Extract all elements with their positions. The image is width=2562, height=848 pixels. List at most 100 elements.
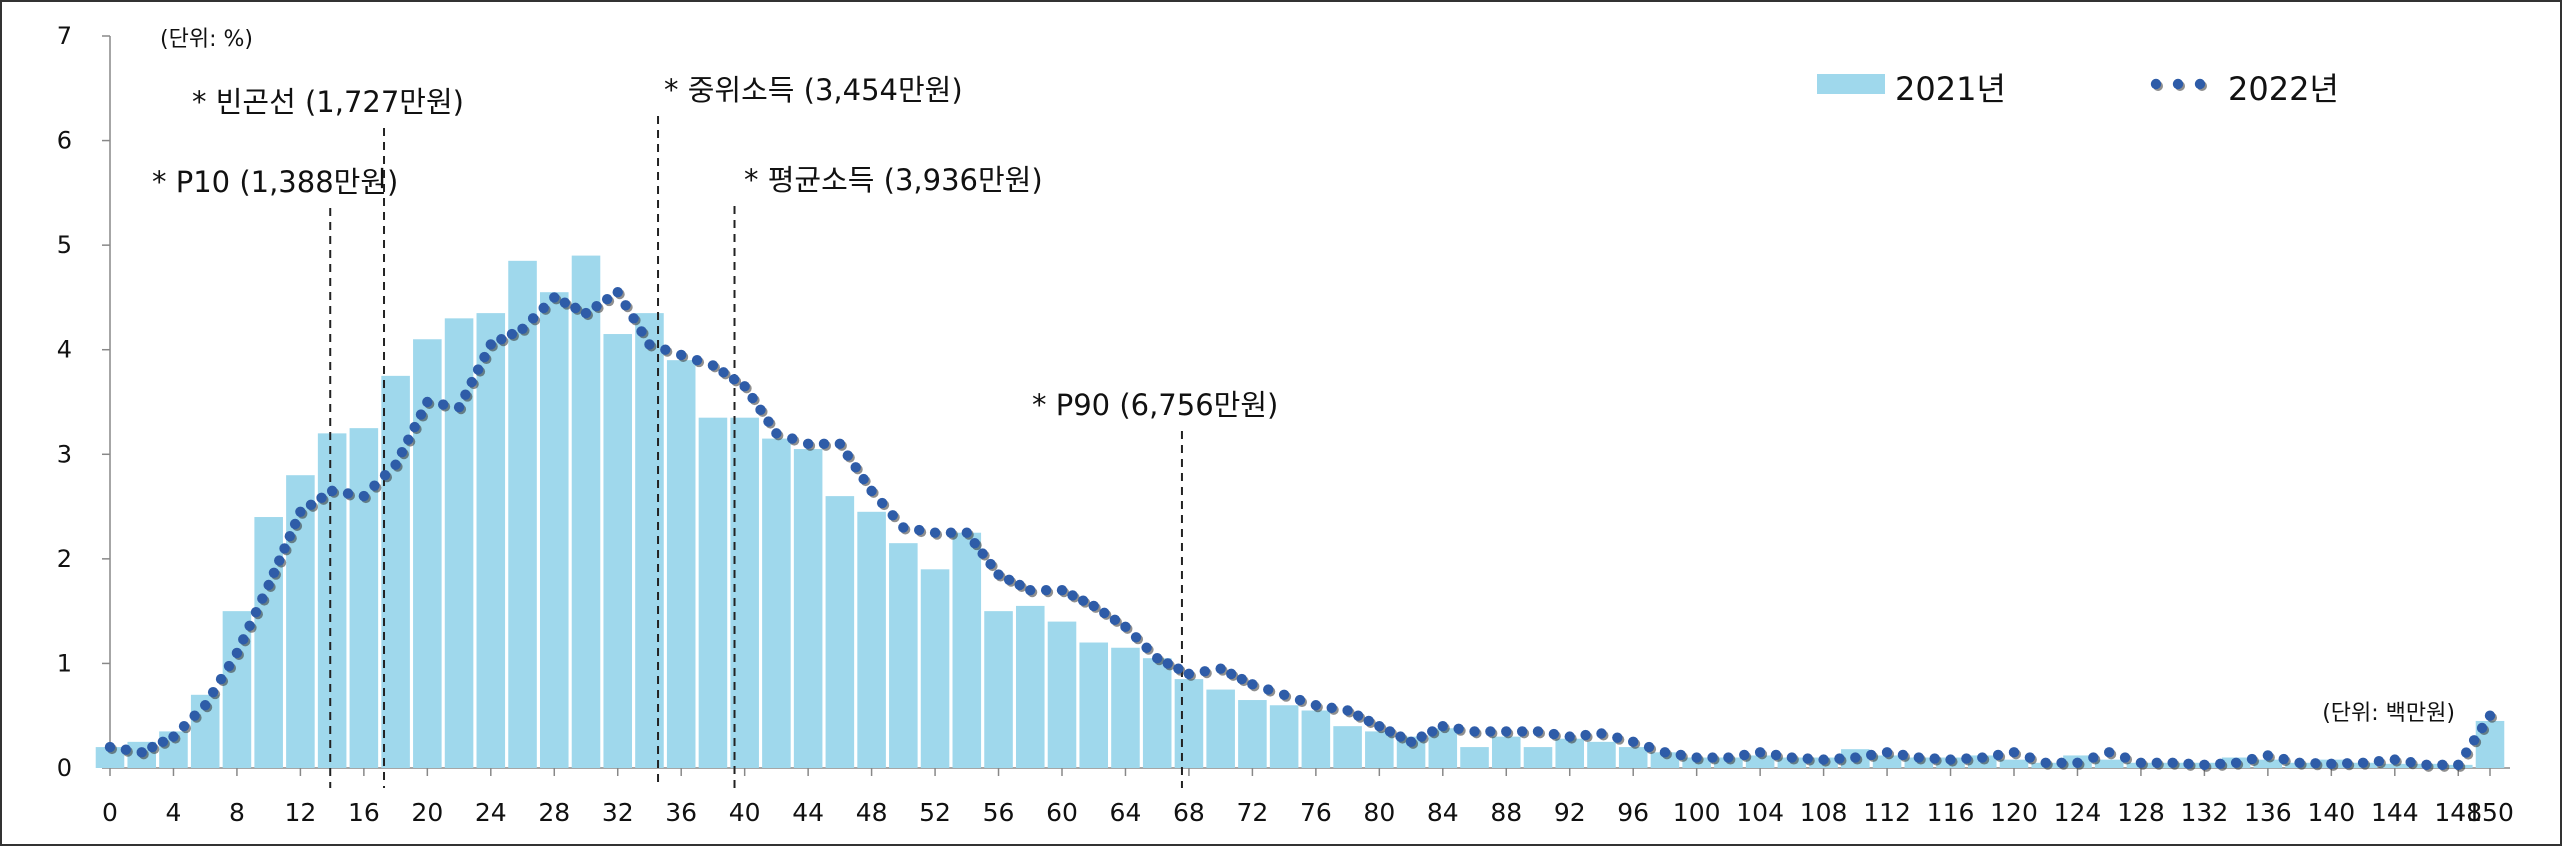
- line-2022-dot: [207, 686, 219, 698]
- line-2022-dot: [1067, 590, 1078, 601]
- line-2022-dot: [2484, 710, 2496, 721]
- bar-2021: [1142, 658, 1172, 768]
- line-2022-dot: [453, 402, 465, 413]
- line-2022-dot: [866, 485, 877, 497]
- labels: (단위: %) (단위: 백만원): [160, 27, 2455, 726]
- y-tick-label: 3: [57, 440, 72, 468]
- x-tick-label: 64: [1110, 798, 1142, 827]
- x-tick-label: 108: [1800, 798, 1848, 827]
- legend-label-2021: 2021년: [1895, 70, 2006, 108]
- line-2022-dot: [2199, 759, 2210, 771]
- line-2022-dot: [263, 579, 274, 591]
- bar-2021: [1079, 642, 1109, 768]
- line-2022-dot: [1130, 632, 1142, 643]
- line-2022-dot: [438, 399, 449, 410]
- line-2022-dot: [1437, 720, 1449, 732]
- x-tick-label: 68: [1173, 798, 1205, 827]
- line-2022-dot: [787, 433, 798, 444]
- line-2022-dot: [284, 531, 296, 542]
- x-tick-label: 112: [1863, 798, 1911, 827]
- line-2022-dot: [2326, 758, 2337, 770]
- line-2022-dot: [358, 490, 370, 502]
- line-2022-dot: [818, 438, 830, 450]
- line-2022-dot: [1099, 607, 1110, 619]
- line-2022-dot: [945, 527, 957, 538]
- line-2022-dot: [2056, 757, 2067, 768]
- line-2022-dot: [1109, 614, 1121, 626]
- bar-2021: [254, 517, 283, 768]
- bar-2021: [95, 747, 125, 768]
- line-2022-dot: [676, 349, 687, 361]
- x-tick-label: 12: [284, 798, 316, 827]
- line-2022-dot: [136, 747, 147, 758]
- line-2022-dot: [2294, 757, 2305, 768]
- line-2022-dot: [929, 527, 941, 538]
- bar-2021: [286, 475, 315, 768]
- line-2022-dot: [316, 492, 327, 504]
- line-2022-dot: [1770, 749, 1782, 761]
- line-2022-dot: [898, 522, 909, 533]
- line-2022-dot: [1786, 752, 1798, 763]
- line-2022-dot: [628, 313, 639, 324]
- line-2022-dot: [1247, 679, 1258, 690]
- bar-2021: [1238, 700, 1267, 768]
- line-2022-dot: [1374, 720, 1385, 732]
- line-2022-dot: [1183, 668, 1195, 680]
- line-2022-dot: [1416, 731, 1427, 742]
- line-2022-dot: [1025, 585, 1036, 596]
- line-2022-dot: [1834, 753, 1845, 764]
- x-tick-label: 16: [348, 798, 380, 827]
- line-2022-dot: [1236, 673, 1248, 685]
- reference-label: * 중위소득 (3,454만원): [664, 73, 963, 107]
- bar-2021: [1745, 755, 1775, 768]
- x-tick-label: 88: [1490, 798, 1522, 827]
- x-unit-label: (단위: 백만원): [2322, 701, 2455, 726]
- line-2022-dot: [223, 660, 235, 672]
- line-2022-dot: [147, 741, 158, 753]
- line-2022-dot: [274, 555, 285, 566]
- line-2022-dot: [1088, 600, 1099, 612]
- y-tick-label: 6: [57, 127, 72, 155]
- line-2022-dot: [1326, 702, 1337, 714]
- line-2022-dot: [1992, 749, 2004, 761]
- line-2022-dot: [1548, 728, 1560, 740]
- bar-2021: [603, 334, 633, 768]
- line-2022-dot: [2357, 757, 2369, 768]
- y-tick-label: 5: [57, 231, 72, 259]
- line-2022-dot: [834, 438, 846, 450]
- line-2022-dot: [2230, 757, 2242, 768]
- line-2022-dot: [2476, 722, 2488, 734]
- line-2022-dot: [1659, 747, 1671, 758]
- line-2022-dot: [2373, 756, 2385, 767]
- line-2022-dot: [1003, 574, 1015, 585]
- line-2022-dot: [660, 344, 671, 355]
- line-2022-dot: [2262, 750, 2274, 761]
- line-2022-dot: [2008, 747, 2020, 758]
- x-tick-label: 116: [1927, 798, 1975, 827]
- bar-2021: [381, 375, 410, 768]
- line-2022-dot: [985, 558, 996, 570]
- line-2022-dot: [295, 506, 306, 517]
- line-2022-dot: [422, 396, 433, 408]
- line-2022-dot: [1818, 754, 1829, 765]
- bar-2021: [2094, 759, 2124, 768]
- line-2022-dot: [268, 567, 280, 578]
- line-2022-dot: [850, 462, 861, 473]
- line-2022-dot: [369, 480, 380, 491]
- line-2022-dot: [1077, 595, 1089, 606]
- line-2022-dot: [1707, 752, 1718, 763]
- line-2022-dot: [763, 416, 774, 427]
- x-tick-label: 0: [102, 798, 118, 827]
- legend: 2021년 2022년: [1817, 70, 2339, 108]
- bar-2021: [698, 417, 728, 768]
- line-2022-dot: [479, 351, 490, 363]
- line-2022-dot: [379, 470, 391, 481]
- x-tick-label: 120: [1990, 798, 2038, 827]
- reference-label: * P90 (6,756만원): [1032, 388, 1278, 422]
- line-2022: [104, 287, 2497, 772]
- line-2022-dot: [1263, 684, 1274, 695]
- line-2022-dot: [517, 323, 528, 334]
- line-2022-dot: [1384, 726, 1396, 737]
- bar-2021: [984, 611, 1013, 768]
- line-2022-dot: [527, 313, 539, 324]
